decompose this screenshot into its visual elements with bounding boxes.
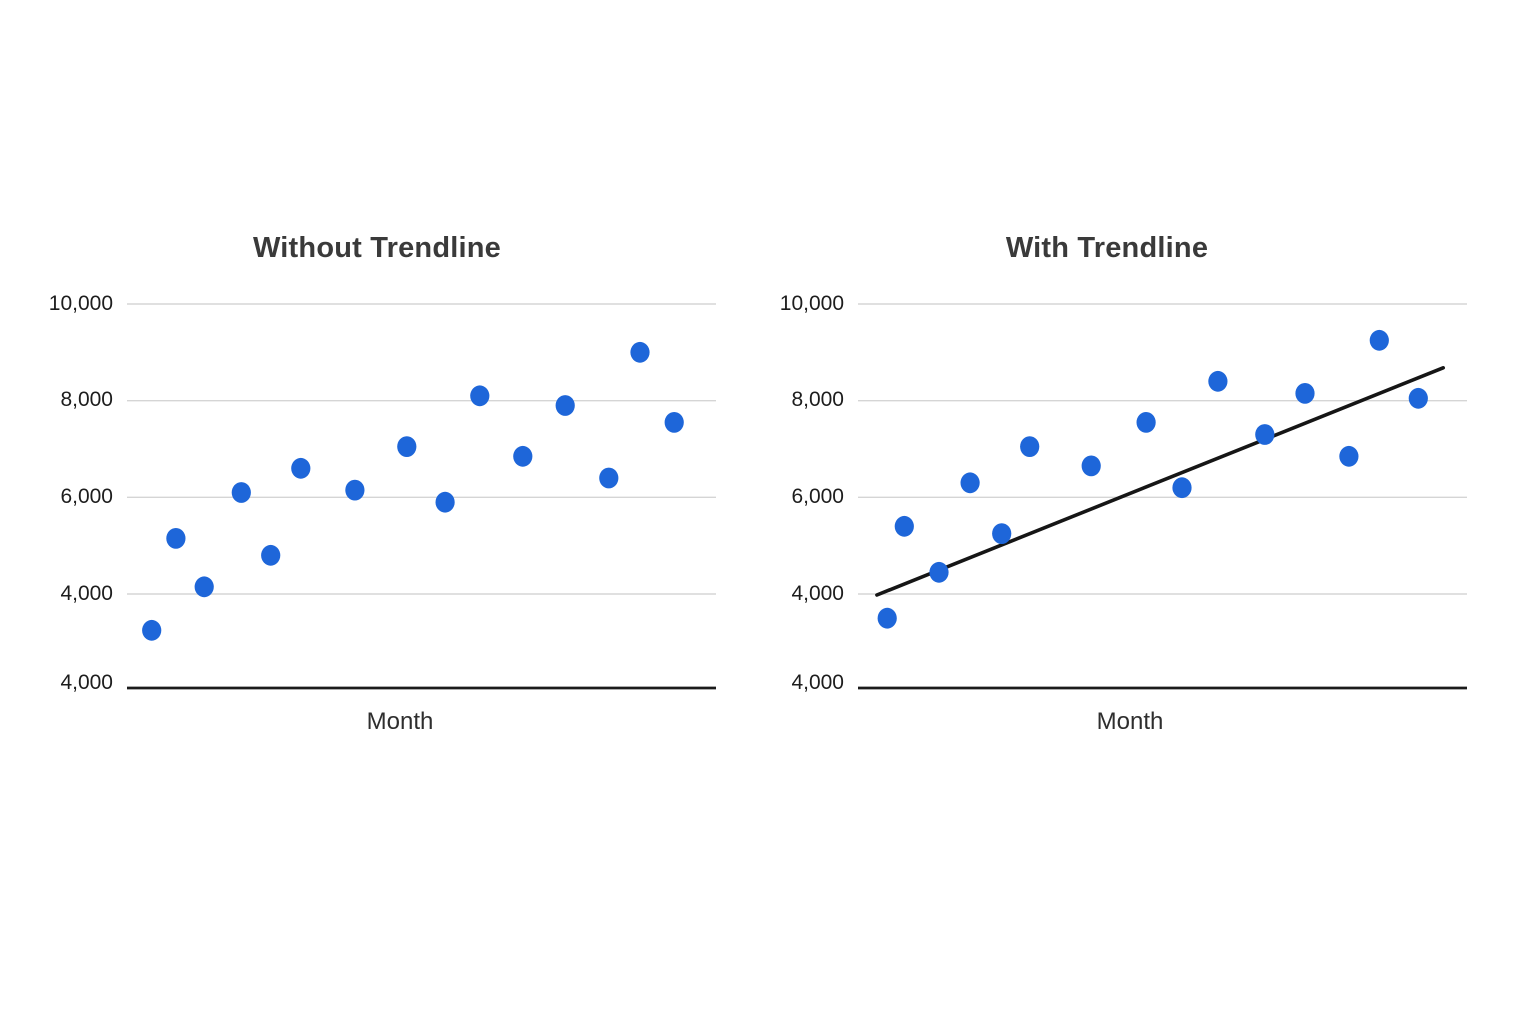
data-point — [1136, 412, 1156, 433]
trendline — [875, 366, 1446, 597]
data-point — [194, 576, 214, 598]
data-point — [992, 523, 1012, 544]
data-point — [513, 445, 533, 467]
data-point — [630, 341, 650, 363]
y-tick-label: 4,000 — [791, 582, 844, 605]
data-point — [435, 491, 455, 513]
y-tick-label: 10,000 — [779, 292, 844, 315]
x-axis-label: Month — [1096, 708, 1164, 735]
data-point — [929, 561, 949, 583]
data-point — [231, 482, 251, 503]
scatter-plot-with-trendline — [858, 303, 1467, 690]
chart-title-without-trendline: Without Trendline — [252, 232, 501, 264]
data-point — [1408, 387, 1428, 409]
data-point — [166, 528, 186, 549]
scatter-plot-without-trendline — [127, 303, 716, 690]
y-tick-label: 4,000 — [791, 671, 844, 694]
data-point — [1172, 477, 1192, 499]
y-tick-label: 4,000 — [60, 671, 113, 694]
data-point — [142, 619, 162, 641]
data-point — [1369, 329, 1389, 351]
data-point — [470, 385, 490, 407]
y-tick-label: 8,000 — [60, 388, 113, 411]
data-point — [877, 607, 897, 629]
y-tick-label: 6,000 — [791, 485, 844, 508]
data-point — [1208, 370, 1228, 392]
data-point — [555, 395, 575, 416]
y-tick-label: 8,000 — [791, 388, 844, 411]
data-point — [1295, 383, 1315, 404]
data-point — [261, 544, 281, 566]
y-tick-label: 10,000 — [48, 292, 113, 315]
data-point — [664, 412, 684, 433]
data-point — [1339, 445, 1359, 467]
data-point — [1081, 455, 1101, 477]
data-point — [1255, 424, 1275, 445]
y-tick-label: 4,000 — [60, 582, 113, 605]
chart-panel-with-trendline: With Trendline 10,000 8,000 6,000 4,000 4,00… — [770, 225, 1486, 755]
chart-title-with-trendline: With Trendline — [1005, 232, 1209, 264]
data-point — [894, 515, 914, 537]
data-point — [1020, 436, 1040, 457]
y-tick-label: 6,000 — [60, 485, 113, 508]
chart-panel-without-trendline: Without Trendline 10,000 8,000 6,000 4,000 4… — [40, 225, 756, 755]
data-point — [345, 479, 365, 501]
x-axis-label: Month — [366, 708, 434, 735]
data-point — [397, 436, 417, 457]
data-point — [291, 457, 311, 479]
data-point — [599, 467, 619, 489]
data-point — [960, 472, 980, 494]
